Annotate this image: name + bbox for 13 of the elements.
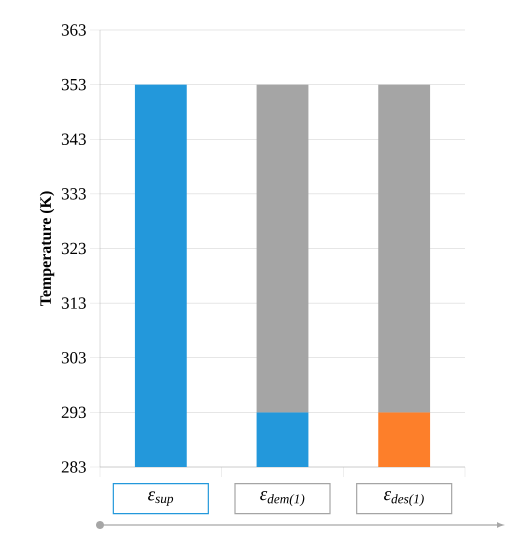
y-tick-label: 293 bbox=[62, 406, 86, 418]
x-tick-label: ε$_{dem(1)}$ bbox=[260, 491, 304, 506]
y-tick-label: 323 bbox=[62, 242, 86, 254]
y-tick-label: 283 bbox=[62, 461, 86, 473]
y-tick-label: 333 bbox=[62, 188, 86, 200]
y-tick-label: 313 bbox=[62, 297, 86, 309]
y-tick-label: 343 bbox=[62, 134, 86, 145]
y-tick-label: 363 bbox=[62, 24, 86, 36]
y-tick-label: 353 bbox=[62, 78, 86, 90]
x-tick-label: ε$_{des(1)}$ bbox=[384, 491, 424, 506]
y-tick-label: 303 bbox=[62, 352, 86, 364]
y-axis-title: Temperature (K) bbox=[40, 191, 54, 306]
x-tick-label: ε$_{sup}$ bbox=[148, 491, 174, 506]
